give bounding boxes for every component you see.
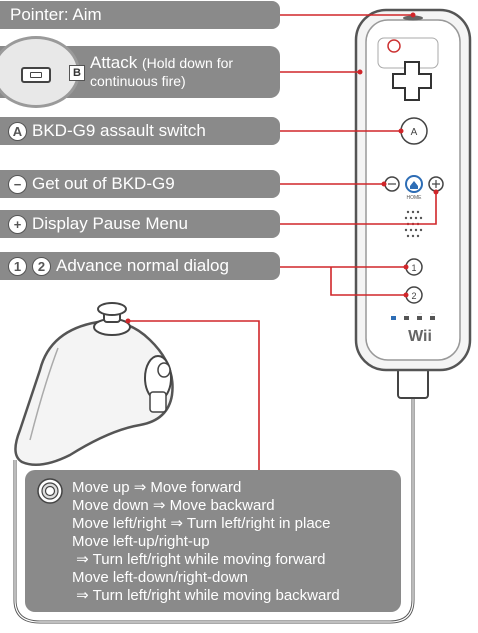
svg-text:1: 1 [411, 263, 416, 273]
info-line: Move up ⇒ Move forward [72, 479, 242, 496]
svg-text:A: A [411, 127, 418, 138]
pointer-label: Pointer: Aim [0, 1, 280, 29]
b-trigger-zoom [0, 36, 80, 108]
svg-text:.: . [393, 310, 394, 315]
nunchuk-info-panel: Move up ⇒ Move forward Move down ⇒ Move … [25, 470, 401, 612]
player-leds: . .. ... .... [391, 310, 435, 320]
dpad [392, 61, 432, 101]
minus-button-icon: − [8, 174, 27, 194]
one-two-label-text: Advance normal dialog [56, 256, 229, 275]
info-line: Move left-down/right-down [72, 569, 248, 586]
svg-text:Wii: Wii [408, 328, 432, 345]
power-button [387, 39, 401, 53]
svg-text:..: .. [406, 310, 408, 315]
svg-text:2: 2 [411, 291, 416, 301]
minus-button-label: − Get out of BKD-G9 [0, 170, 280, 198]
one-two-button-label: 1 2 Advance normal dialog [0, 252, 280, 280]
minus-button-label-text: Get out of BKD-G9 [32, 174, 175, 193]
attack-note-text: (Hold down for continuous fire) [90, 55, 234, 89]
b-trigger-icon [21, 67, 51, 83]
svg-text:....: .... [431, 310, 435, 315]
b-button-icon: B [69, 65, 85, 81]
info-line: ⇒ Turn left/right while moving backward [72, 587, 340, 604]
info-line: Move left-up/right-up [72, 533, 210, 550]
control-stick-icon [37, 478, 63, 504]
nunchuk [14, 302, 174, 467]
wii-remote: A HOME 1 2 . .. ... .... Wii [354, 8, 472, 372]
two-button-icon: 2 [32, 256, 51, 276]
info-line: Move down ⇒ Move backward [72, 497, 275, 514]
attack-label-text: Attack [90, 53, 138, 72]
pointer-label-text: Pointer: Aim [10, 5, 102, 24]
one-button-icon: 1 [8, 256, 27, 276]
plus-button-label: + Display Pause Menu [0, 210, 280, 238]
info-line: Move left/right ⇒ Turn left/right in pla… [72, 515, 331, 532]
info-line: ⇒ Turn left/right while moving forward [72, 551, 326, 568]
svg-text:...: ... [418, 310, 421, 315]
plus-button-icon: + [8, 214, 27, 234]
svg-text:HOME: HOME [407, 195, 423, 201]
callout-lines [128, 14, 437, 470]
a-button-label: A BKD-G9 assault switch [0, 117, 280, 145]
a-button-label-text: BKD-G9 assault switch [32, 121, 206, 140]
a-button-icon: A [8, 121, 27, 141]
plus-button-label-text: Display Pause Menu [32, 214, 188, 233]
